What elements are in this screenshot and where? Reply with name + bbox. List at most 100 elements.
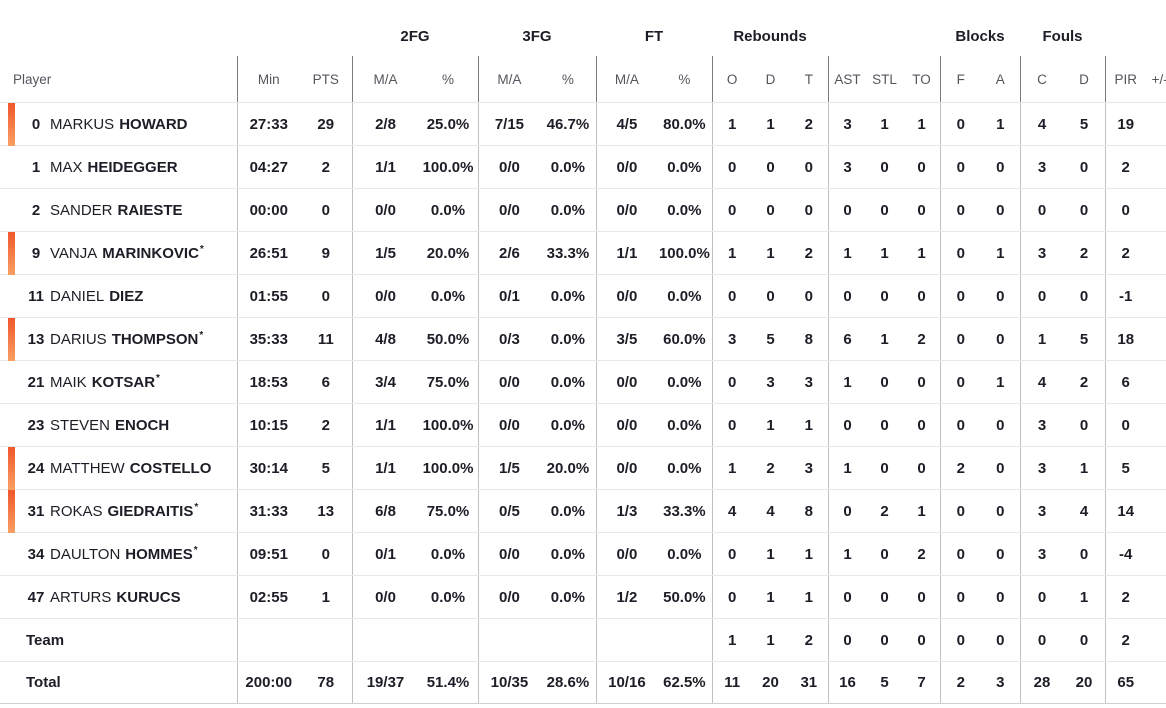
turnovers-cell: 1 xyxy=(917,244,926,262)
player-last-name: HOMMES xyxy=(125,545,193,563)
assists-cell: 1 xyxy=(843,545,852,563)
fouls-drawn-cell: 2 xyxy=(1079,244,1089,262)
player-row[interactable]: 24 MATTHEW COSTELLO 30:14 5 1/1 100.0% 1/5 20… xyxy=(0,446,1166,490)
fouls-drawn-cell: 0 xyxy=(1079,631,1089,649)
player-row[interactable]: 47 ARTURS KURUCS 02:55 1 0/0 0.0% 0/0 0.0% 1/… xyxy=(0,575,1166,618)
player-first-name: ARTURS xyxy=(50,588,112,606)
player-row[interactable]: 13 DARIUS THOMPSON* 35:33 11 4/8 50.0% 0/3 0.… xyxy=(0,317,1166,361)
steals-cell: 0 xyxy=(880,373,889,391)
fg3-percent-cell: 0.0% xyxy=(550,330,585,348)
ft-made-attempt-cell: 0/0 xyxy=(616,416,638,434)
ft-percent-cell: 50.0% xyxy=(663,588,706,606)
turnovers-cell: 0 xyxy=(917,201,926,219)
points-cell: 78 xyxy=(317,674,335,691)
offensive-rebounds-cell: 0 xyxy=(727,545,737,563)
defensive-rebounds-cell: 1 xyxy=(766,115,775,133)
column-header-3fg-pct: % xyxy=(561,71,574,87)
column-header-min: Min xyxy=(257,71,280,87)
player-row[interactable]: 34 DAULTON HOMMES* 09:51 0 0/1 0.0% 0/0 0.0% … xyxy=(0,532,1166,575)
ft-made-attempt-cell: 0/0 xyxy=(616,373,638,391)
player-name: DANIEL DIEZ xyxy=(50,288,144,305)
turnovers-cell: 0 xyxy=(917,416,926,434)
blocks-against-cell: 0 xyxy=(996,545,1005,563)
player-row[interactable]: Total 200:00 78 19/37 51.4% 10/35 28.6% 10/… xyxy=(0,661,1166,704)
fg2-percent-cell: 20.0% xyxy=(426,244,470,262)
minutes-cell: 02:55 xyxy=(249,588,288,606)
player-cell: Team xyxy=(0,619,237,661)
blocks-against-cell: 0 xyxy=(996,588,1005,606)
points-cell: 2 xyxy=(321,416,330,434)
group-header-minpts-spacer xyxy=(237,16,352,56)
fouls-drawn-cell: 5 xyxy=(1079,330,1089,348)
minutes-cell: 26:51 xyxy=(249,244,288,262)
minutes-cell: 00:00 xyxy=(249,201,288,219)
player-row[interactable]: 1 MAX HEIDEGGER 04:27 2 1/1 100.0% 0/0 0.0% 0… xyxy=(0,145,1166,188)
fouls-committed-cell: 3 xyxy=(1037,459,1047,477)
jersey-number: 21 xyxy=(27,373,45,391)
total-rebounds-cell: 8 xyxy=(804,502,813,520)
ft-percent-cell: 33.3% xyxy=(663,502,706,520)
fg2-made-attempt-cell: 0/0 xyxy=(375,588,396,606)
total-rebounds-cell: 0 xyxy=(804,287,813,305)
total-rebounds-cell: 0 xyxy=(804,201,813,219)
column-header-fouls-drawn: D xyxy=(1079,71,1089,87)
offensive-rebounds-cell: 0 xyxy=(727,416,737,434)
fg3-made-attempt-cell: 0/3 xyxy=(498,330,520,348)
offensive-rebounds-cell: 0 xyxy=(727,287,737,305)
jersey-number: 24 xyxy=(27,459,45,477)
player-row[interactable]: 23 STEVEN ENOCH 10:15 2 1/1 100.0% 0/0 0.0% 0… xyxy=(0,403,1166,446)
blocks-for-cell: 0 xyxy=(956,244,965,262)
points-cell: 29 xyxy=(317,115,335,133)
points-cell: 11 xyxy=(317,330,334,348)
ft-percent-cell: 62.5% xyxy=(663,674,706,691)
assists-cell: 16 xyxy=(839,674,856,691)
player-row[interactable]: 31 ROKAS GIEDRAITIS* 31:33 13 6/8 75.0% 0/5 0… xyxy=(0,489,1166,533)
assists-cell: 0 xyxy=(843,201,852,219)
blocks-against-cell: 0 xyxy=(996,201,1005,219)
player-last-name: GIEDRAITIS xyxy=(107,502,194,520)
fouls-committed-cell: 4 xyxy=(1037,373,1047,391)
pir-cell: 14 xyxy=(1117,502,1135,520)
player-row[interactable]: 2 SANDER RAIESTE 00:00 0 0/0 0.0% 0/0 0.0% 0/… xyxy=(0,188,1166,231)
player-row[interactable]: Team 1 1 2 0 0 0 0 0 0 0 2 xyxy=(0,618,1166,661)
fg2-percent-cell: 25.0% xyxy=(426,115,470,133)
ft-made-attempt-cell: 0/0 xyxy=(616,459,638,477)
fg2-percent-cell: 100.0% xyxy=(422,158,474,176)
player-row[interactable]: 0 MARKUS HOWARD 27:33 29 2/8 25.0% 7/15 46.7%… xyxy=(0,102,1166,146)
fg2-percent-cell: 0.0% xyxy=(430,287,466,305)
pir-cell: 0 xyxy=(1121,416,1130,434)
fg2-made-attempt-cell: 4/8 xyxy=(375,330,396,348)
player-row[interactable]: 11 DANIEL DIEZ 01:55 0 0/0 0.0% 0/1 0.0% 0/0 0… xyxy=(0,274,1166,317)
player-name: DARIUS THOMPSON* xyxy=(50,330,203,348)
player-last-name: Team xyxy=(26,631,65,649)
minutes-cell: 10:15 xyxy=(249,416,288,434)
player-first-name: MATTHEW xyxy=(50,459,125,477)
group-header-pir-spacer xyxy=(1105,16,1166,56)
player-last-name: Total xyxy=(26,674,61,691)
table-body: 0 MARKUS HOWARD 27:33 29 2/8 25.0% 7/15 46.7%… xyxy=(0,102,1166,704)
points-cell: 5 xyxy=(321,459,330,477)
blocks-for-cell: 0 xyxy=(956,115,965,133)
blocks-for-cell: 0 xyxy=(956,158,965,176)
assists-cell: 3 xyxy=(843,115,852,133)
column-header-stl: STL xyxy=(872,71,897,87)
turnovers-cell: 7 xyxy=(917,674,926,691)
player-row[interactable]: 21 MAIK KOTSAR* 18:53 6 3/4 75.0% 0/0 0.0% 0/… xyxy=(0,360,1166,403)
fg3-made-attempt-cell: 10/35 xyxy=(490,674,529,691)
player-name: MARKUS HOWARD xyxy=(50,116,189,133)
steals-cell: 0 xyxy=(880,631,889,649)
offensive-rebounds-cell: 1 xyxy=(727,459,737,477)
player-row[interactable]: 9 VANJA MARINKOVIC* 26:51 9 1/5 20.0% 2/6 33.… xyxy=(0,231,1166,275)
fg2-made-attempt-cell: 2/8 xyxy=(375,115,396,133)
offensive-rebounds-cell: 1 xyxy=(727,244,737,262)
fouls-committed-cell: 1 xyxy=(1037,330,1047,348)
pir-cell: 6 xyxy=(1121,373,1130,391)
fg3-percent-cell: 0.0% xyxy=(550,545,585,563)
fouls-committed-cell: 4 xyxy=(1037,115,1047,133)
fg3-percent-cell: 0.0% xyxy=(550,416,585,434)
fouls-drawn-cell: 0 xyxy=(1079,545,1089,563)
fg3-percent-cell: 46.7% xyxy=(546,115,590,133)
blocks-for-cell: 0 xyxy=(956,287,965,305)
offensive-rebounds-cell: 0 xyxy=(727,588,737,606)
pir-cell: 2 xyxy=(1121,158,1130,176)
